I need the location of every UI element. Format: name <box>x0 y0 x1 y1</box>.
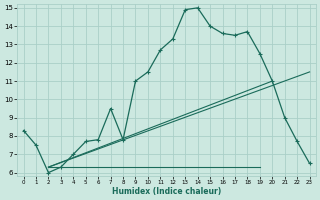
X-axis label: Humidex (Indice chaleur): Humidex (Indice chaleur) <box>112 187 221 196</box>
